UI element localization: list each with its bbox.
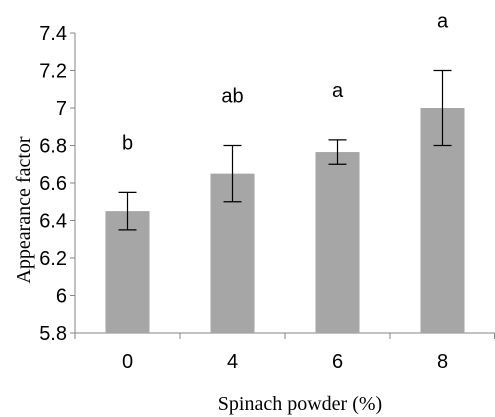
error-bar [223,144,242,203]
y-tick-label: 7.4 [39,23,67,45]
significance-labels: b ab a a [122,11,449,155]
y-tick-label: 6.2 [39,248,67,270]
x-axis-title: Spinach powder (%) [218,393,382,415]
y-tick-label: 7 [56,98,67,120]
x-tick-label: 6 [332,351,343,373]
significance-letter: b [122,132,133,154]
significance-letter: ab [221,86,243,108]
y-tick-label: 6.8 [39,136,67,158]
bar [315,152,360,333]
error-bar [118,191,137,231]
y-tick-label: 6.4 [39,211,67,233]
bar [105,211,150,333]
y-tick-label: 6 [56,286,67,308]
y-tick-label: 5.8 [39,323,67,345]
y-tick-label: 7.2 [39,61,67,83]
error-bars [118,69,452,231]
y-tick-label: 6.6 [39,173,67,195]
error-bar [328,139,347,165]
significance-letter: a [437,11,449,33]
y-axis: 5.8 6 6.2 6.4 6.6 6.8 7 7.2 7.4 [39,23,76,345]
error-bar [433,69,452,147]
x-tick-label: 8 [437,351,448,373]
significance-letter: a [332,80,344,102]
y-axis-title: Appearance factor [13,136,35,283]
bars [105,108,465,333]
x-tick-label: 0 [122,351,133,373]
x-axis: 0 4 6 8 [74,332,495,373]
x-tick-label: 4 [227,351,238,373]
